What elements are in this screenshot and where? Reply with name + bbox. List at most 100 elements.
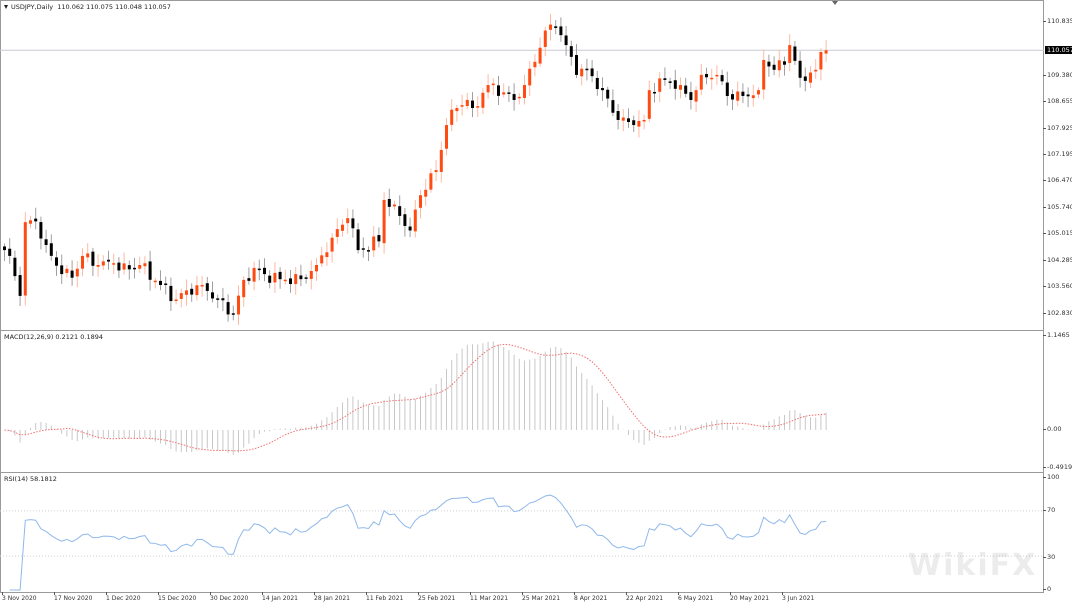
bearish-candle	[55, 257, 58, 266]
bullish-candle	[252, 267, 256, 282]
macd-pane[interactable]: MACD(12,26,9) 0.2121 0.1894	[0, 330, 1044, 473]
bearish-candle	[684, 85, 688, 94]
bearish-candle	[590, 68, 594, 77]
bullish-candle	[549, 24, 552, 30]
bullish-candle	[647, 90, 651, 119]
bearish-candle	[211, 292, 214, 299]
chart-shift-marker-icon[interactable]	[832, 1, 838, 5]
bearish-candle	[559, 26, 563, 36]
bearish-candle	[767, 61, 771, 67]
macd-title: MACD(12,26,9) 0.2121 0.1894	[4, 333, 103, 341]
bullish-candle	[138, 264, 142, 269]
bearish-candle	[731, 94, 734, 100]
bearish-candle	[164, 283, 168, 286]
macd-axis-label: -0.4919	[1042, 463, 1072, 471]
price-axis-label: 106.470	[1043, 176, 1072, 184]
time-axis-label: 8 Apr 2021	[574, 592, 608, 602]
time-axis-label: 15 Dec 2020	[158, 592, 197, 602]
bearish-candle	[44, 239, 48, 246]
bearish-candle	[39, 222, 43, 239]
bearish-candle	[772, 64, 776, 70]
bearish-candle	[133, 267, 136, 270]
bullish-candle	[96, 264, 100, 267]
bearish-candle	[263, 267, 266, 275]
bearish-candle	[304, 277, 308, 279]
ohlc-readout: 110.062 110.075 110.048 110.057	[57, 3, 171, 11]
bullish-candle	[273, 272, 277, 283]
bullish-candle	[757, 90, 760, 95]
bearish-candle	[216, 298, 220, 300]
bearish-candle	[595, 77, 599, 90]
bullish-candle	[658, 78, 662, 92]
bullish-candle	[65, 268, 69, 273]
bearish-candle	[226, 302, 230, 315]
bullish-candle	[413, 209, 417, 232]
bearish-candle	[377, 235, 381, 242]
rsi-axis-label: 70	[1042, 506, 1056, 514]
bearish-candle	[299, 275, 303, 280]
time-axis-label: 22 Apr 2021	[626, 592, 664, 602]
bullish-candle	[819, 51, 823, 70]
bearish-candle	[247, 278, 251, 281]
time-axis-label: 3 Jun 2021	[782, 592, 815, 602]
bearish-candle	[585, 68, 589, 71]
bearish-candle	[720, 75, 724, 82]
bullish-candle	[153, 280, 157, 283]
bearish-candle	[91, 251, 95, 266]
bearish-candle	[60, 265, 64, 275]
bullish-candle	[86, 253, 90, 258]
time-axis-label: 25 Mar 2021	[522, 592, 561, 602]
bullish-candle	[777, 60, 781, 71]
bearish-candle	[408, 226, 412, 231]
price-chart-pane[interactable]: USDJPY,Daily 110.062 110.075 110.048 110…	[0, 0, 1044, 331]
bearish-candle	[257, 268, 261, 271]
bullish-candle	[174, 299, 178, 302]
bullish-candle	[179, 293, 183, 299]
bearish-candle	[278, 271, 282, 280]
bullish-candle	[185, 290, 188, 295]
bullish-candle	[715, 74, 719, 77]
bearish-candle	[793, 46, 797, 61]
rsi-axis-label: 30	[1042, 553, 1056, 561]
price-axis-label: 110.835	[1043, 17, 1072, 25]
rsi-title: RSI(14) 58.1812	[4, 475, 57, 483]
time-axis-label: 1 Dec 2020	[106, 592, 141, 602]
time-axis-label: 6 May 2021	[678, 592, 714, 602]
bullish-candle	[788, 45, 792, 63]
time-axis-label: 20 May 2021	[730, 592, 770, 602]
bearish-candle	[616, 111, 620, 120]
bullish-candle	[476, 106, 480, 108]
bearish-candle	[497, 85, 500, 96]
bullish-candle	[486, 85, 490, 93]
price-axis-label: 104.285	[1043, 256, 1072, 264]
bearish-candle	[627, 118, 630, 123]
bearish-candle	[611, 100, 615, 113]
bullish-candle	[429, 173, 433, 190]
bearish-candle	[471, 100, 474, 108]
bullish-candle	[101, 261, 105, 266]
bearish-candle	[398, 206, 402, 216]
bullish-candle	[23, 222, 27, 296]
rsi-pane[interactable]: RSI(14) 58.1812	[0, 472, 1044, 593]
bullish-candle	[523, 85, 526, 98]
bearish-candle	[289, 278, 292, 285]
bearish-candle	[387, 198, 391, 207]
bullish-candle	[481, 92, 485, 108]
bearish-candle	[606, 89, 610, 99]
bullish-candle	[393, 204, 396, 207]
price-axis-label: 102.830	[1043, 309, 1072, 317]
price-axis-label: 109.380	[1043, 71, 1072, 79]
bullish-candle	[75, 268, 79, 277]
bullish-candle	[419, 195, 422, 208]
bullish-candle	[346, 218, 350, 224]
bullish-candle	[294, 274, 298, 285]
dropdown-triangle-icon	[4, 5, 8, 9]
bearish-candle	[403, 214, 407, 226]
bullish-candle	[382, 199, 386, 244]
bullish-candle	[533, 61, 537, 68]
bearish-candle	[49, 243, 53, 256]
bullish-candle	[424, 189, 428, 197]
time-axis-label: 11 Mar 2021	[470, 592, 509, 602]
bearish-candle	[601, 88, 604, 91]
bearish-candle	[705, 73, 708, 78]
